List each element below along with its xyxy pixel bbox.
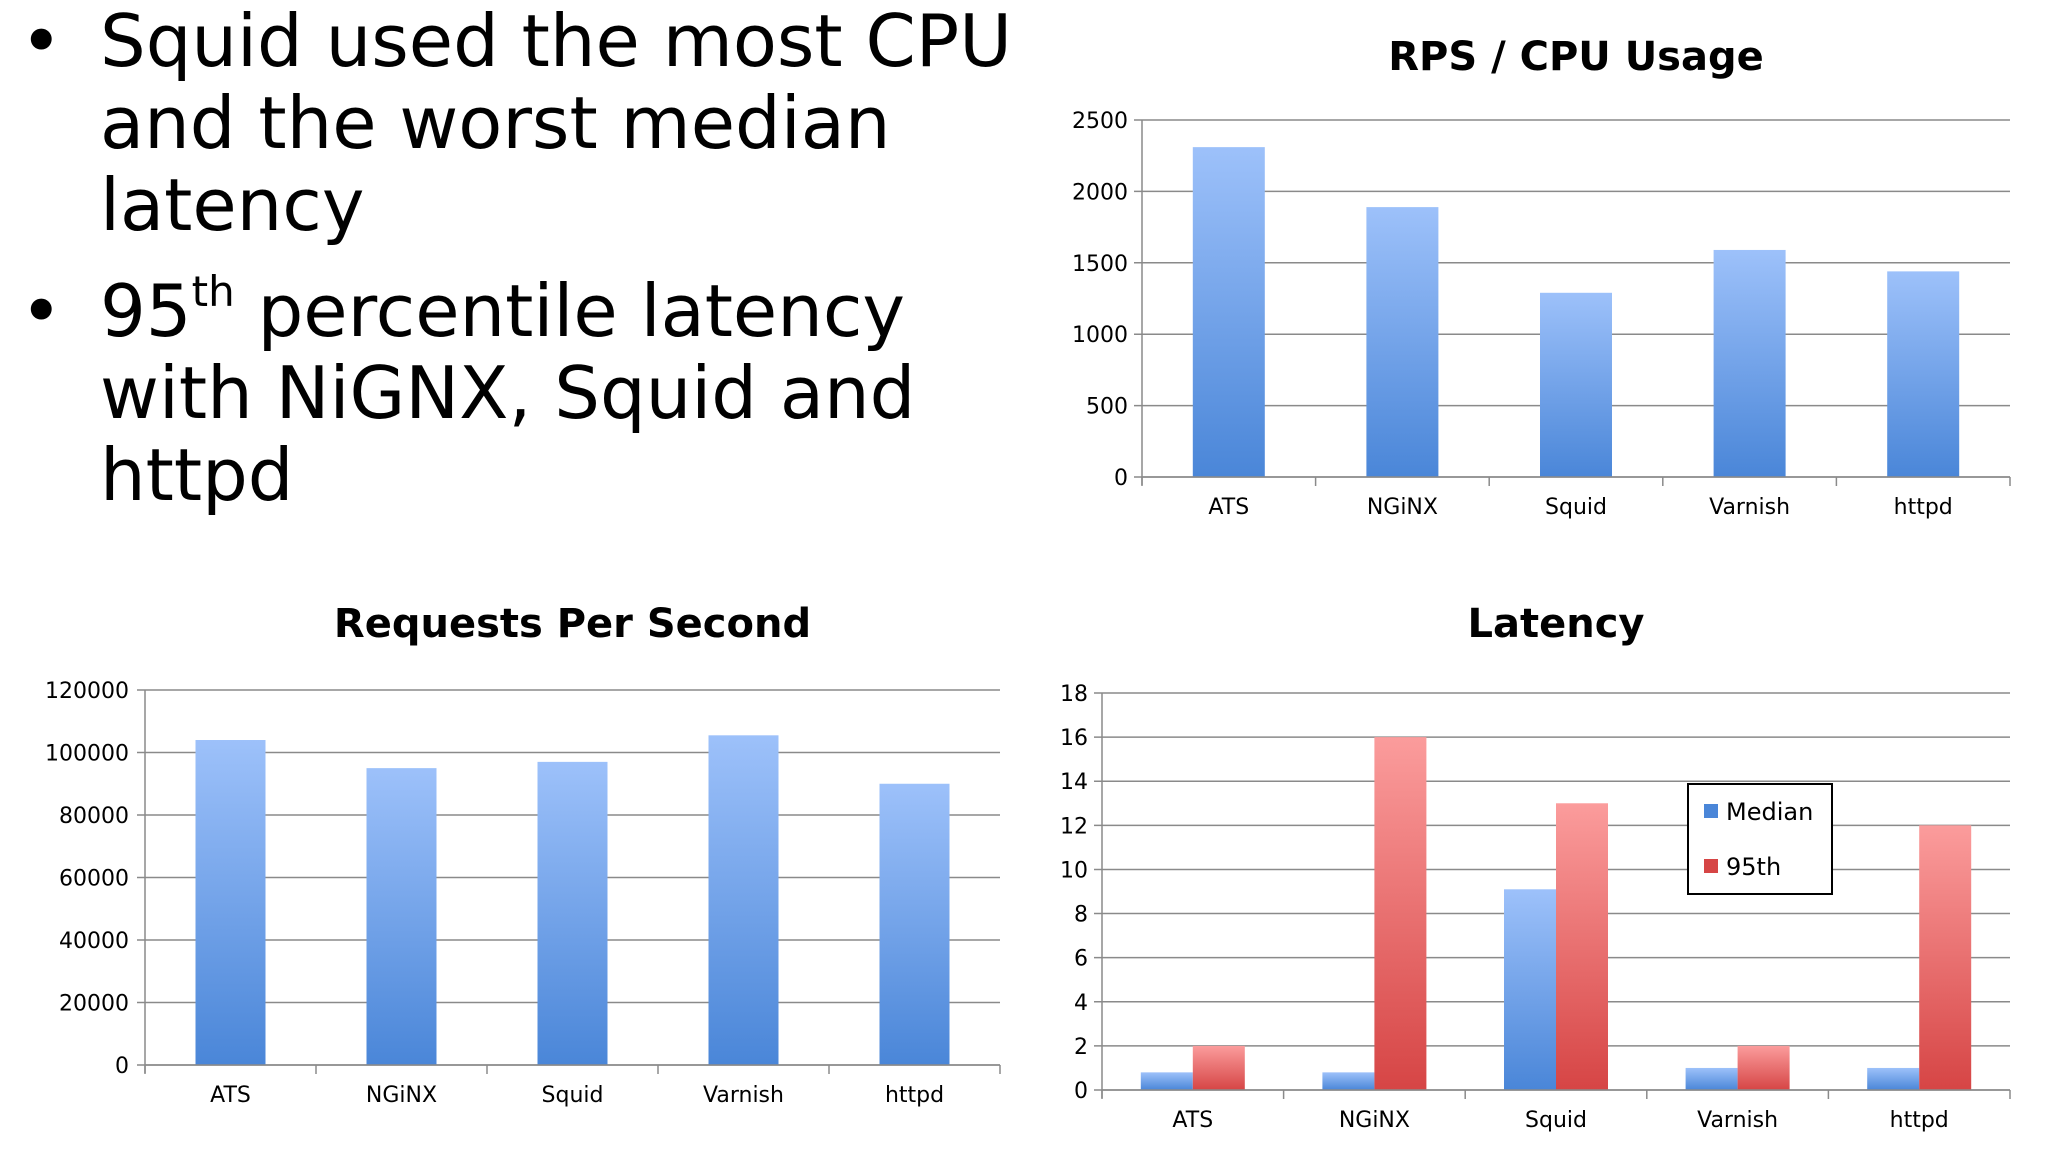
- bar-ats: [195, 740, 266, 1065]
- y-tick-label: 60000: [59, 867, 129, 892]
- bar-httpd: [879, 783, 950, 1065]
- x-category-label: Squid: [542, 1083, 604, 1108]
- bar-median-varnish: [1685, 1067, 1738, 1090]
- x-category-label: Squid: [1545, 495, 1607, 520]
- x-category-label: httpd: [1894, 495, 1953, 520]
- chart-title: RPS / CPU Usage: [1388, 34, 1764, 80]
- y-tick-label: 2500: [1072, 109, 1128, 134]
- bar-median-ats: [1140, 1072, 1193, 1090]
- bar-squid: [537, 761, 608, 1065]
- y-tick-label: 2: [1074, 1035, 1088, 1060]
- x-category-label: httpd: [885, 1083, 944, 1108]
- bar-squid: [1540, 292, 1612, 477]
- legend: [1687, 783, 1833, 895]
- bullet-1: • Squid used the most CPU and the worst m…: [18, 0, 1018, 246]
- y-tick-label: 0: [115, 1054, 129, 1079]
- bullet-2-superscript: th: [191, 267, 235, 316]
- x-category-label: ATS: [210, 1083, 251, 1108]
- x-category-label: ATS: [1172, 1108, 1213, 1133]
- bar-95th-varnish: [1737, 1045, 1790, 1090]
- x-category-label: Squid: [1525, 1108, 1587, 1133]
- legend-swatch: [1704, 804, 1718, 818]
- y-tick-label: 4: [1074, 991, 1088, 1016]
- bar-median-nginx: [1322, 1072, 1375, 1090]
- y-tick-label: 2000: [1072, 180, 1128, 205]
- y-tick-label: 40000: [59, 929, 129, 954]
- x-category-label: Varnish: [703, 1083, 784, 1108]
- y-tick-label: 80000: [59, 804, 129, 829]
- y-tick-label: 6: [1074, 947, 1088, 972]
- bullet-1-text: Squid used the most CPU and the worst me…: [100, 0, 1012, 247]
- legend-label: 95th: [1726, 853, 1781, 881]
- x-category-label: NGiNX: [1367, 495, 1438, 520]
- bullet-2-number: 95: [100, 269, 192, 353]
- bar-nginx: [1366, 207, 1439, 477]
- bar-varnish: [1713, 249, 1786, 477]
- bullet-2: • 95th percentile latency with NiGNX, Squ…: [18, 270, 1018, 516]
- bar-median-squid: [1504, 889, 1556, 1090]
- bar-median-httpd: [1867, 1067, 1920, 1090]
- y-tick-label: 120000: [45, 679, 129, 704]
- y-tick-label: 1000: [1072, 323, 1128, 348]
- bullet-dot: •: [20, 0, 63, 83]
- bar-ats: [1192, 147, 1265, 477]
- x-category-label: NGiNX: [1339, 1108, 1410, 1133]
- bar-varnish: [708, 735, 779, 1065]
- y-tick-label: 10: [1060, 858, 1088, 883]
- bar-95th-squid: [1556, 803, 1608, 1090]
- y-tick-label: 8: [1074, 903, 1088, 928]
- x-category-label: ATS: [1208, 495, 1249, 520]
- y-tick-label: 16: [1060, 726, 1088, 751]
- y-tick-label: 20000: [59, 992, 129, 1017]
- bullet-list: • Squid used the most CPU and the worst m…: [18, 0, 1018, 540]
- y-tick-label: 0: [1114, 466, 1128, 491]
- bullet-dot: •: [20, 269, 63, 353]
- y-tick-label: 500: [1086, 395, 1128, 420]
- bar-httpd: [1887, 271, 1960, 477]
- legend-label: Median: [1726, 798, 1813, 826]
- chart-title: Requests Per Second: [334, 601, 811, 647]
- x-category-label: Varnish: [1697, 1108, 1778, 1133]
- y-tick-label: 18: [1060, 682, 1088, 707]
- x-category-label: NGiNX: [366, 1083, 437, 1108]
- x-category-label: Varnish: [1709, 495, 1790, 520]
- y-tick-label: 0: [1074, 1079, 1088, 1104]
- legend-swatch: [1704, 859, 1718, 873]
- bullet-2-text: percentile latency with NiGNX, Squid and…: [100, 269, 916, 517]
- bar-95th-httpd: [1919, 825, 1972, 1090]
- chart-title: Latency: [1468, 601, 1645, 647]
- x-category-label: httpd: [1890, 1108, 1949, 1133]
- y-tick-label: 12: [1060, 814, 1088, 839]
- y-tick-label: 1500: [1072, 252, 1128, 277]
- bar-95th-nginx: [1374, 737, 1427, 1090]
- bar-95th-ats: [1192, 1045, 1245, 1090]
- bar-nginx: [366, 768, 437, 1065]
- y-tick-label: 100000: [45, 742, 129, 767]
- y-tick-label: 14: [1060, 770, 1088, 795]
